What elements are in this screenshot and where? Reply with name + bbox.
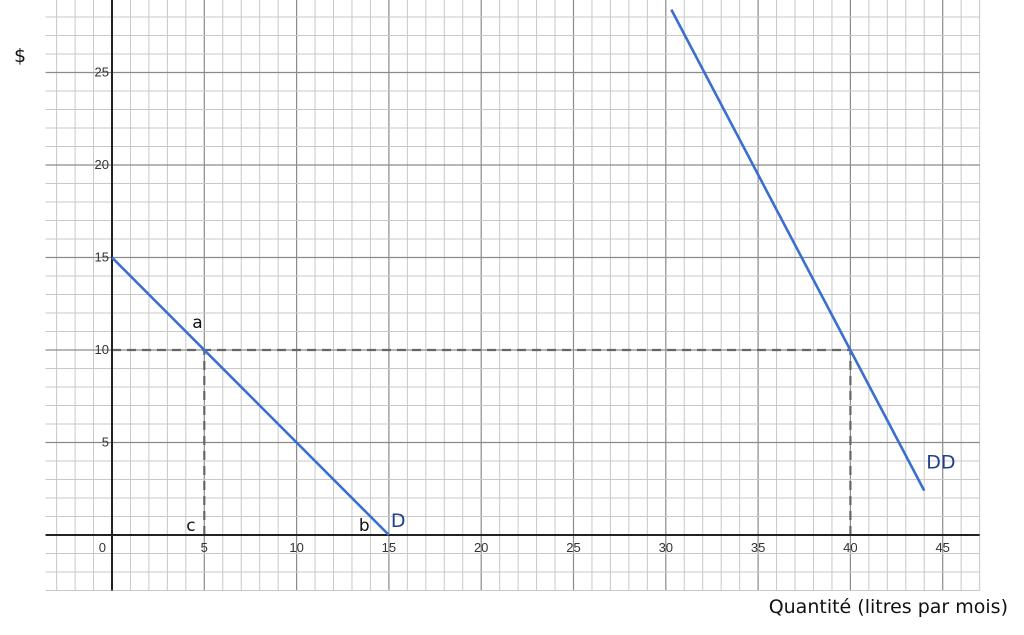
demand-curve-dd: [670, 8, 926, 492]
x-tick-label: 10: [289, 540, 303, 555]
tick-labels: 0 5 10 15 20 25 30 35 40 45 5 10 15 20 25: [95, 65, 950, 556]
y-axis-label: $: [14, 45, 26, 67]
x-axis-label: Quantité (litres par mois): [769, 596, 1008, 618]
y-tick-label: 20: [95, 157, 109, 172]
x-tick-label: 35: [751, 540, 765, 555]
demand-curve-d: [111, 256, 390, 536]
reference-lines: [112, 348, 852, 535]
x-tick-label: 45: [935, 540, 949, 555]
x-tick-label: 25: [566, 540, 580, 555]
series: DDD: [111, 8, 956, 536]
x-tick-label: 20: [474, 540, 488, 555]
grid: [45, 0, 981, 591]
y-tick-label: 5: [102, 435, 109, 450]
x-tick-label: 0: [99, 540, 106, 555]
axes: [45, 0, 980, 591]
y-tick-label: 25: [95, 65, 109, 80]
x-tick-label: 15: [382, 540, 396, 555]
annotations: a b c: [186, 313, 369, 536]
x-tick-label: 30: [659, 540, 673, 555]
x-tick-label: 40: [843, 540, 857, 555]
point-label-a: a: [192, 313, 202, 333]
y-tick-label: 10: [95, 342, 109, 357]
x-tick-label: 5: [201, 540, 208, 555]
point-label-c: c: [186, 516, 195, 536]
curve-label-d: D: [391, 510, 406, 532]
curve-label-dd: DD: [926, 452, 955, 474]
y-tick-label: 15: [95, 250, 109, 265]
point-label-b: b: [359, 516, 370, 536]
